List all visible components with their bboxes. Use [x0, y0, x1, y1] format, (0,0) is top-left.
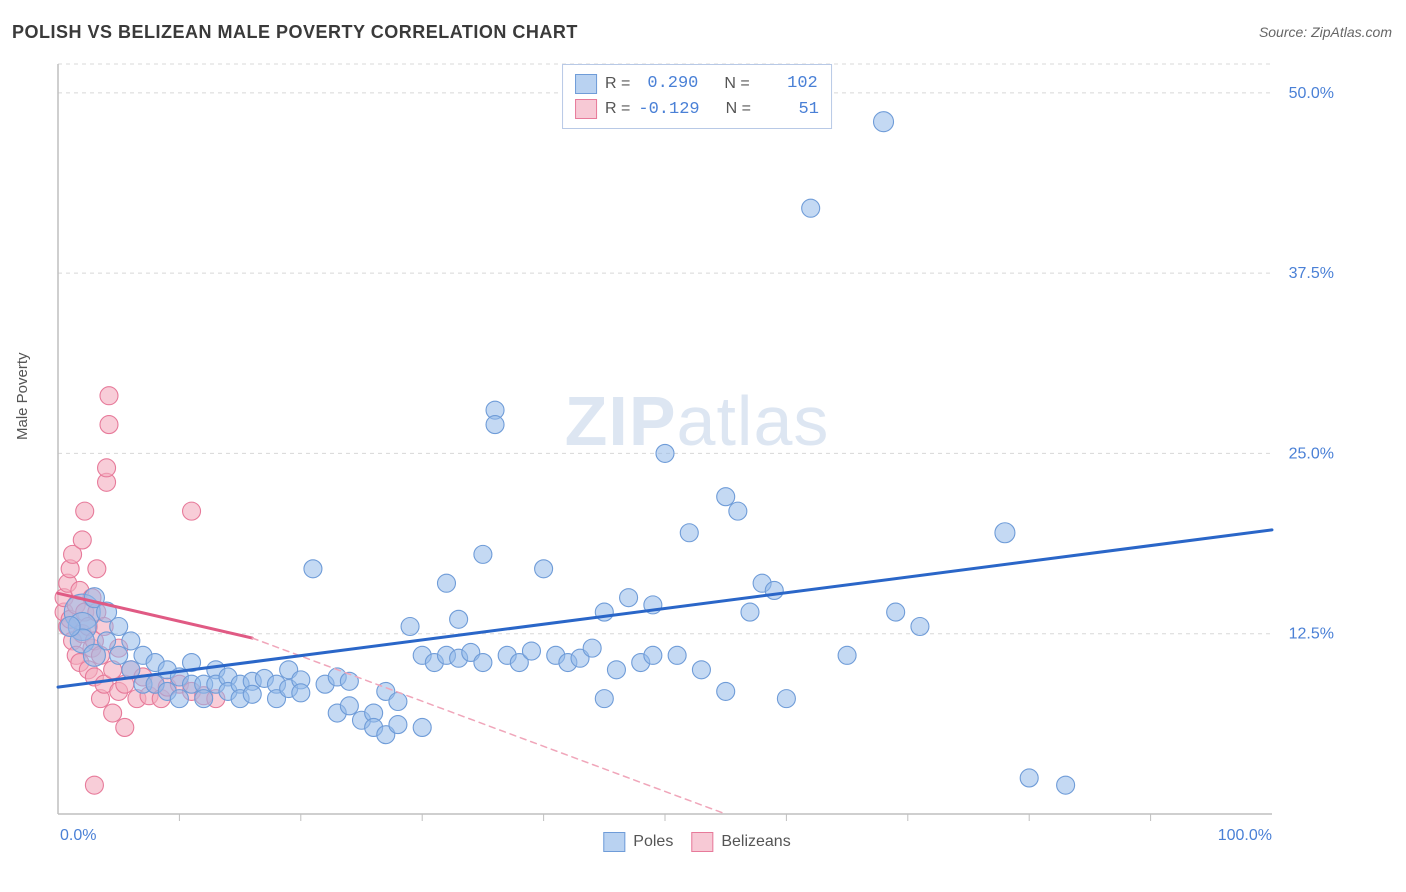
svg-text:50.0%: 50.0% — [1289, 85, 1334, 102]
swatch-belizeans — [575, 99, 597, 119]
r-value-belizeans: -0.129 — [638, 97, 699, 123]
legend-item-belizeans: Belizeans — [691, 832, 790, 852]
swatch-poles — [603, 832, 625, 852]
stats-row-poles: R = 0.290 N = 102 — [575, 71, 819, 97]
r-label: R = — [605, 97, 630, 121]
n-value-belizeans: 51 — [759, 97, 819, 123]
legend-label-poles: Poles — [633, 833, 673, 850]
swatch-belizeans — [691, 832, 713, 852]
legend-item-poles: Poles — [603, 832, 673, 852]
svg-text:12.5%: 12.5% — [1289, 626, 1334, 643]
legend-label-belizeans: Belizeans — [721, 833, 790, 850]
plot-area: 12.5%25.0%37.5%50.0%0.0%100.0% ZIPatlas … — [52, 58, 1342, 848]
stats-row-belizeans: R = -0.129 N = 51 — [575, 97, 819, 123]
n-value-poles: 102 — [758, 71, 818, 97]
scatter-chart: 12.5% 25.0% 37.5% 50.0% 0.0% 100.0% — [52, 58, 1342, 848]
r-value-poles: 0.290 — [638, 71, 698, 97]
swatch-poles — [575, 74, 597, 94]
svg-text:25.0%: 25.0% — [1289, 445, 1334, 462]
chart-title: POLISH VS BELIZEAN MALE POVERTY CORRELAT… — [12, 22, 578, 43]
y-axis-label: Male Poverty — [14, 352, 31, 440]
svg-text:100.0%: 100.0% — [1218, 827, 1272, 844]
stats-legend: R = 0.290 N = 102 R = -0.129 N = 51 — [562, 64, 832, 129]
r-label: R = — [605, 72, 630, 96]
source-label: Source: ZipAtlas.com — [1259, 24, 1392, 40]
svg-text:37.5%: 37.5% — [1289, 265, 1334, 282]
svg-text:0.0%: 0.0% — [60, 827, 96, 844]
series-legend: Poles Belizeans — [603, 832, 790, 852]
n-label: N = — [724, 72, 749, 96]
n-label: N = — [726, 97, 751, 121]
